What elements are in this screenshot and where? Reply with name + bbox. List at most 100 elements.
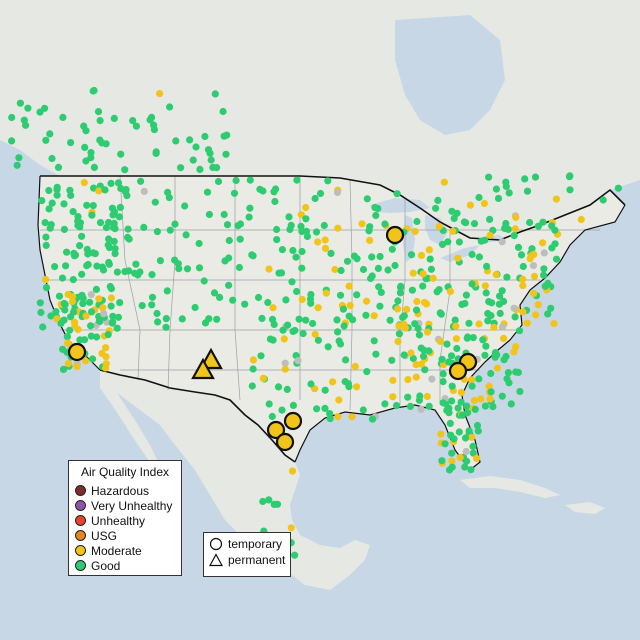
monitor-dot [45, 186, 53, 195]
temporary-site-marker[interactable] [283, 411, 303, 431]
permanent-site-marker[interactable] [191, 357, 215, 380]
monitor-dot [455, 428, 463, 436]
monitor-dot [468, 433, 476, 441]
monitor-dot [346, 301, 354, 309]
monitor-dot [241, 300, 249, 308]
monitor-dot [327, 249, 335, 257]
monitor-dot [544, 310, 552, 318]
monitor-dot [465, 319, 473, 327]
monitor-dot [510, 232, 518, 240]
hudson-bay [395, 15, 505, 135]
monitor-dot [102, 140, 110, 148]
lake-superior [370, 198, 430, 213]
cuba [460, 476, 560, 498]
monitor-dot [191, 303, 199, 312]
monitor-dot [440, 178, 448, 186]
national-borders [40, 175, 626, 463]
legend-temporary-label: temporary [228, 537, 283, 551]
monitor-dot [248, 251, 256, 259]
monitor-dot [452, 335, 460, 343]
monitor-dot [498, 238, 506, 246]
temporary-site-marker[interactable] [67, 342, 87, 362]
monitor-dot [38, 197, 46, 205]
monitor-dot [337, 266, 345, 275]
hispaniola [565, 502, 605, 514]
monitor-dot [531, 173, 540, 181]
monitor-dot [417, 360, 425, 368]
monitor-dot [186, 136, 194, 144]
monitor-dot [474, 427, 482, 435]
monitor-dot [289, 246, 297, 255]
monitor-dot [258, 314, 266, 322]
monitor-dot [485, 173, 493, 181]
monitor-dot [492, 271, 500, 279]
monitor-dot [322, 289, 330, 297]
monitor-dot [393, 190, 401, 198]
monitor-dot [302, 227, 311, 235]
monitor-dot [530, 289, 538, 297]
monitor-dot [415, 396, 423, 404]
monitor-dot [36, 299, 44, 307]
monitor-dot [511, 225, 519, 233]
temporary-site-marker[interactable] [385, 225, 405, 245]
monitor-dot [171, 220, 179, 228]
legend-item: Unhealthy [69, 513, 181, 528]
monitor-dot [503, 273, 511, 281]
monitor-dot [316, 189, 325, 198]
monitor-dot [182, 231, 190, 239]
monitor-dot [450, 214, 458, 222]
monitor-dot [468, 250, 476, 259]
monitor-dot [424, 328, 432, 336]
temporary-site-marker[interactable] [448, 361, 468, 381]
monitor-dot [451, 316, 459, 324]
monitor-dot [254, 293, 263, 302]
monitor-dot [345, 282, 353, 290]
monitor-dot [221, 257, 229, 265]
monitor-dot [46, 224, 54, 232]
monitor-dot [415, 331, 423, 339]
monitor-dot [502, 219, 510, 228]
monitor-dot [66, 326, 74, 334]
monitor-dot [211, 90, 219, 98]
monitor-dot [489, 403, 497, 411]
monitor-dot [437, 430, 445, 438]
monitor-dot [96, 219, 105, 227]
monitor-dot [110, 114, 118, 122]
temporary-site-marker[interactable] [266, 420, 286, 440]
legend-label: Moderate [91, 543, 142, 558]
monitor-dot [278, 406, 286, 414]
monitor-dot [400, 312, 408, 320]
legend-swatch [75, 515, 86, 526]
circle-icon [209, 537, 223, 551]
monitor-dot [487, 312, 495, 320]
monitor-dot [302, 203, 310, 212]
legend-title: Air Quality Index [80, 465, 170, 479]
monitor-dot [469, 442, 477, 450]
monitor-dot [481, 282, 489, 290]
monitor-dot [96, 117, 104, 125]
temporary-site-marker[interactable] [275, 432, 295, 452]
monitor-dot [102, 353, 110, 361]
monitor-dot [181, 202, 189, 210]
monitor-dot [334, 328, 342, 336]
monitor-dot [321, 386, 329, 394]
monitor-dot [313, 405, 321, 413]
monitor-dot [302, 215, 310, 223]
monitor-dot [53, 185, 61, 194]
monitor-dot [280, 335, 288, 343]
monitor-dot [469, 334, 477, 342]
monitor-dot [281, 359, 289, 367]
monitor-dot [496, 309, 504, 317]
legend-item: Very Unhealthy [69, 498, 181, 513]
mexico-landmass [100, 370, 370, 590]
monitor-dot [458, 300, 466, 308]
legend-label: Good [91, 558, 121, 573]
legend-item: USG [69, 528, 181, 543]
monitor-dot [37, 308, 45, 317]
monitor-dot [89, 87, 97, 95]
monitor-dot [353, 291, 361, 299]
monitor-dot [95, 295, 103, 303]
monitor-dot [8, 137, 16, 145]
monitor-dot [154, 318, 162, 326]
